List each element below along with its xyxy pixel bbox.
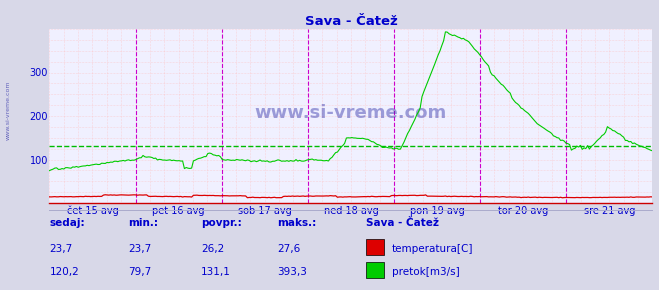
Text: min.:: min.: (129, 218, 159, 228)
Text: www.si-vreme.com: www.si-vreme.com (255, 104, 447, 122)
Text: maks.:: maks.: (277, 218, 316, 228)
Text: 23,7: 23,7 (129, 244, 152, 254)
Text: temperatura[C]: temperatura[C] (392, 244, 474, 254)
Text: 79,7: 79,7 (129, 267, 152, 277)
Text: 120,2: 120,2 (49, 267, 79, 277)
Text: Sava - Čatež: Sava - Čatež (366, 218, 439, 228)
Text: 23,7: 23,7 (49, 244, 72, 254)
Text: 26,2: 26,2 (201, 244, 224, 254)
Text: pretok[m3/s]: pretok[m3/s] (392, 267, 460, 277)
Text: 393,3: 393,3 (277, 267, 306, 277)
Text: www.si-vreme.com: www.si-vreme.com (5, 80, 11, 140)
Text: sedaj:: sedaj: (49, 218, 85, 228)
Text: 131,1: 131,1 (201, 267, 231, 277)
Text: povpr.:: povpr.: (201, 218, 242, 228)
Title: Sava - Čatež: Sava - Čatež (304, 15, 397, 28)
Text: 27,6: 27,6 (277, 244, 300, 254)
